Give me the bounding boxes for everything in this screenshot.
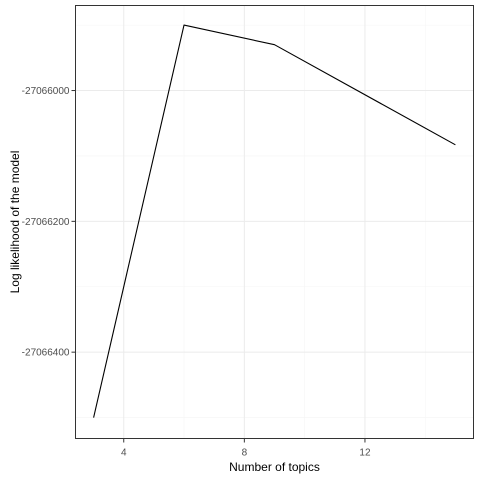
- x-tick-label: 8: [242, 448, 248, 459]
- x-tick-label: 4: [121, 448, 127, 459]
- y-tick-label: -27066400: [22, 348, 70, 359]
- y-tick-label: -27066200: [22, 217, 70, 228]
- grid: [75, 5, 474, 439]
- series-line: [93, 24, 456, 418]
- x-tick-label: 12: [359, 448, 371, 459]
- panel-border: [75, 5, 474, 439]
- y-tick-label: -27066000: [22, 86, 70, 97]
- y-axis-title: Log likelihood of the model: [8, 151, 22, 294]
- ticks: 4 8 12 -27066400 -27066200 -27066000: [22, 86, 371, 458]
- series-layer: [93, 24, 456, 418]
- x-axis-title: Number of topics: [229, 460, 320, 474]
